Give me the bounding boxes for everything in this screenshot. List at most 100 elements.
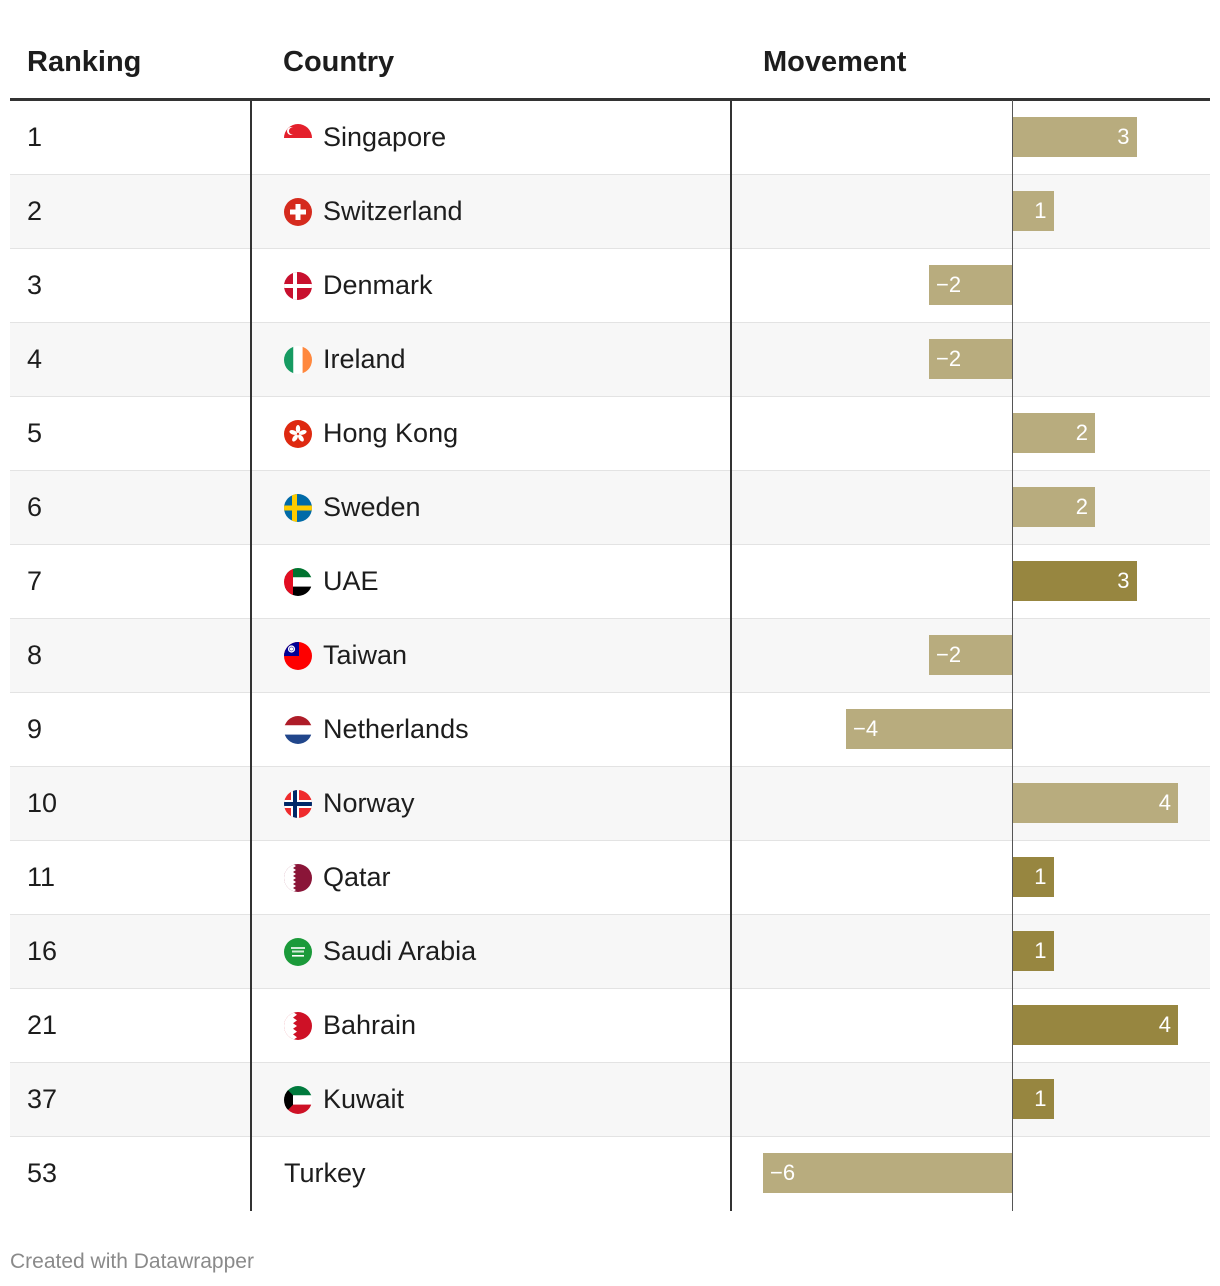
country-cell: Turkey	[284, 1137, 366, 1210]
country-name: Ireland	[323, 344, 406, 374]
movement-bar: 1	[1012, 857, 1054, 897]
rank-cell: 37	[27, 1084, 58, 1114]
country-cell: Saudi Arabia	[284, 915, 476, 988]
table-row: 2 Switzerland 1	[10, 175, 1210, 249]
movement-value-label: 2	[1075, 420, 1088, 445]
movement-value-label: 1	[1034, 1086, 1047, 1111]
rank-cell: 9	[27, 714, 43, 744]
rank-cell: 4	[27, 344, 43, 374]
table-header: Ranking Country Movement	[10, 28, 1210, 101]
movement-value-label: −4	[853, 716, 879, 741]
movement-bar: −2	[929, 265, 1012, 305]
column-divider-movement	[730, 100, 732, 1211]
table-row: 8 Taiwan −2	[10, 619, 1210, 693]
country-cell: Sweden	[284, 471, 421, 544]
movement-value-label: −6	[770, 1160, 796, 1185]
country-cell: Denmark	[284, 249, 433, 322]
table-row: 6 Sweden 2	[10, 471, 1210, 545]
movement-bar: 2	[1012, 413, 1095, 453]
table-row: 21 Bahrain 4	[10, 989, 1210, 1063]
table-row: 37 Kuwait 1	[10, 1063, 1210, 1137]
country-cell: Netherlands	[284, 693, 469, 766]
table-row: 16 Saudi Arabia 1	[10, 915, 1210, 989]
header-ranking: Ranking	[27, 46, 142, 78]
ranking-table: Ranking Country Movement 1 Singapore 3 2 Swi…	[10, 28, 1210, 1211]
rank-cell: 11	[27, 862, 56, 892]
rank-cell: 7	[27, 566, 43, 596]
header-movement: Movement	[763, 46, 907, 78]
table-row: 1 Singapore 3	[10, 101, 1210, 175]
table-row: 10 Norway 4	[10, 767, 1210, 841]
movement-bar: 1	[1012, 1079, 1054, 1119]
movement-bar: −2	[929, 339, 1012, 379]
rank-cell: 21	[27, 1010, 58, 1040]
table-row: 7 UAE 3	[10, 545, 1210, 619]
column-divider-country	[250, 100, 252, 1211]
rank-cell: 1	[27, 122, 43, 152]
footer-credit: Created with Datawrapper	[10, 1250, 254, 1273]
country-cell: Hong Kong	[284, 397, 458, 470]
table-row: 9 Netherlands −4	[10, 693, 1210, 767]
movement-value-label: 3	[1117, 568, 1130, 593]
movement-bar: −2	[929, 635, 1012, 675]
country-name: Hong Kong	[323, 418, 459, 448]
rank-cell: 8	[27, 640, 43, 670]
zero-axis-line	[1012, 100, 1013, 1211]
country-name: Kuwait	[323, 1084, 405, 1114]
movement-value-label: −2	[936, 642, 962, 667]
taiwan-flag-icon	[284, 641, 312, 670]
singapore-flag-icon	[284, 123, 312, 152]
movement-value-label: −2	[936, 272, 962, 297]
country-name: Turkey	[284, 1158, 366, 1188]
rank-cell: 6	[27, 492, 43, 522]
movement-bar: −4	[846, 709, 1012, 749]
table-body: 1 Singapore 3 2 Switzerland 1 3 Denmark −2 4 Irela…	[10, 101, 1210, 1210]
country-cell: Qatar	[284, 841, 391, 914]
norway-flag-icon	[284, 789, 312, 818]
movement-bar: 3	[1012, 117, 1137, 157]
country-cell: Bahrain	[284, 989, 416, 1062]
country-name: Norway	[323, 788, 415, 818]
movement-bar: 3	[1012, 561, 1137, 601]
country-name: Netherlands	[323, 714, 469, 744]
movement-bar: −6	[763, 1153, 1012, 1193]
table-row: 3 Denmark −2	[10, 249, 1210, 323]
table-row: 11 Qatar 1	[10, 841, 1210, 915]
table-row: 53 Turkey −6	[10, 1137, 1210, 1210]
country-cell: Singapore	[284, 101, 446, 174]
movement-value-label: 2	[1075, 494, 1088, 519]
movement-bar: 4	[1012, 1005, 1178, 1045]
denmark-flag-icon	[284, 271, 312, 300]
uae-flag-icon	[284, 567, 312, 596]
country-cell: Ireland	[284, 323, 406, 396]
rank-cell: 2	[27, 196, 43, 226]
bahrain-flag-icon	[284, 1011, 312, 1040]
country-name: Denmark	[323, 270, 433, 300]
movement-value-label: 1	[1034, 864, 1047, 889]
country-cell: UAE	[284, 545, 379, 618]
rank-cell: 5	[27, 418, 43, 448]
saudi-arabia-flag-icon	[284, 937, 312, 966]
movement-bar: 4	[1012, 783, 1178, 823]
country-name: Taiwan	[323, 640, 408, 670]
hong-kong-flag-icon	[284, 419, 312, 448]
header-country: Country	[283, 46, 395, 78]
movement-value-label: 1	[1034, 198, 1047, 223]
movement-value-label: 4	[1158, 790, 1171, 815]
country-cell: Switzerland	[284, 175, 463, 248]
country-name: Singapore	[323, 122, 447, 152]
country-cell: Kuwait	[284, 1063, 404, 1136]
rank-cell: 53	[27, 1158, 58, 1188]
country-name: Saudi Arabia	[323, 936, 477, 966]
movement-bar: 1	[1012, 931, 1054, 971]
country-name: Switzerland	[323, 196, 463, 226]
table-row: 5 Hong Kong 2	[10, 397, 1210, 471]
sweden-flag-icon	[284, 493, 312, 522]
kuwait-flag-icon	[284, 1085, 312, 1114]
qatar-flag-icon	[284, 863, 312, 892]
rank-cell: 10	[27, 788, 58, 818]
movement-value-label: −2	[936, 346, 962, 371]
country-name: Sweden	[323, 492, 421, 522]
country-name: Qatar	[323, 862, 391, 892]
table-row: 4 Ireland −2	[10, 323, 1210, 397]
